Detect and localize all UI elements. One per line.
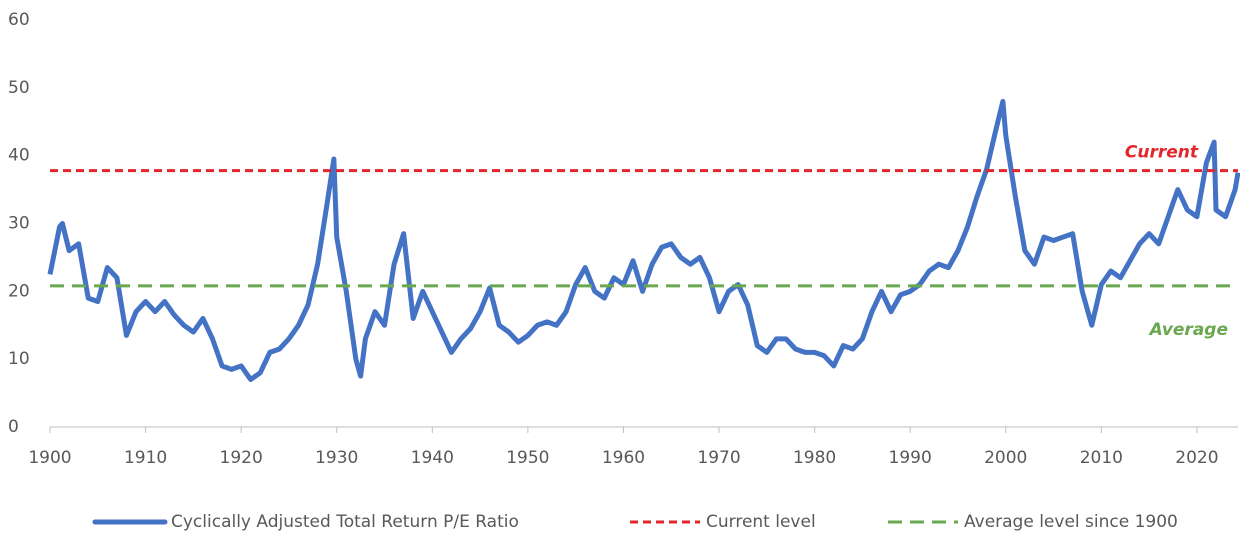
y-tick-label: 20 [8,281,30,301]
y-tick-label: 50 [8,78,30,98]
x-tick-label: 1900 [28,448,71,468]
annotation: Current [1125,143,1199,163]
legend-label: Cyclically Adjusted Total Return P/E Rat… [171,512,519,532]
x-tick-label: 1910 [124,448,167,468]
y-tick-label: 60 [8,10,30,30]
x-tick-label: 1980 [793,448,836,468]
x-tick-label: 2010 [1080,448,1123,468]
x-tick-label: 2000 [984,448,1027,468]
x-tick-label: 1960 [602,448,645,468]
y-tick-label: 30 [8,214,30,234]
annotation: Average [1148,320,1228,340]
x-tick-label: 1950 [506,448,549,468]
legend-label: Average level since 1900 [964,512,1178,532]
x-tick-label: 1930 [315,448,358,468]
x-tick-label: 1940 [411,448,454,468]
y-tick-label: 10 [8,349,30,369]
data-line [47,98,1240,383]
y-tick-label: 40 [8,146,30,166]
y-tick-label: 0 [8,417,19,437]
x-tick-label: 1920 [220,448,263,468]
x-tick-label: 2020 [1175,448,1218,468]
x-tick-label: 1970 [697,448,740,468]
legend-label: Current level [706,512,816,532]
x-tick-label: 1990 [889,448,932,468]
